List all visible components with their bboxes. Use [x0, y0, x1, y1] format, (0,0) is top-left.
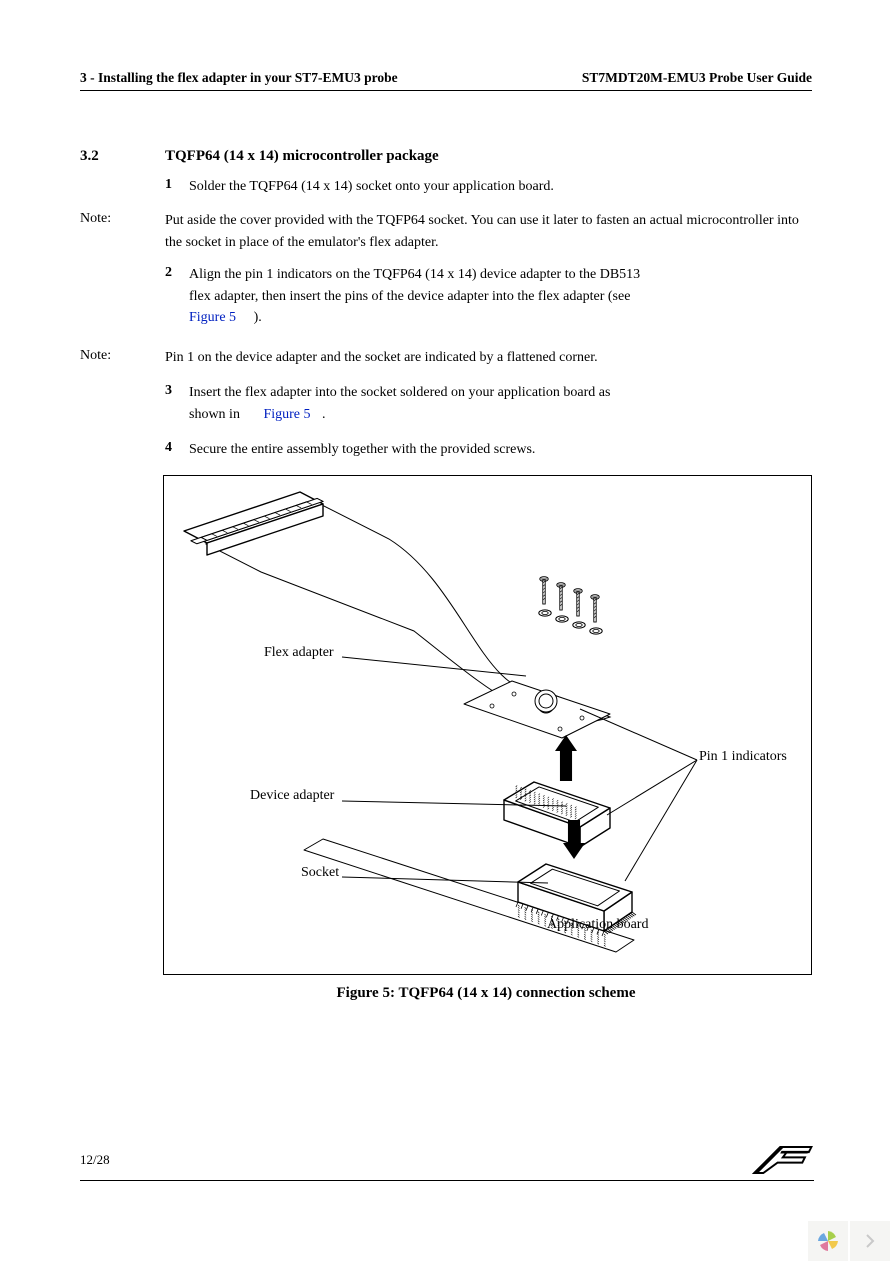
fig-label-socket: Socket [301, 866, 339, 880]
viewer-logo-button[interactable] [808, 1221, 848, 1261]
section-title: TQFP64 (14 x 14) microcontroller package [165, 148, 439, 165]
step-2-text: Align the pin 1 indicators on the TQFP64… [189, 264, 812, 329]
figure-5-link[interactable]: Figure 5 [189, 310, 236, 325]
footer-rule [80, 1180, 814, 1181]
page-number: 12/28 [80, 1152, 110, 1168]
section-number: 3.2 [80, 148, 99, 165]
fig-label-flex: Flex adapter [264, 646, 334, 660]
page-header: 3 - Installing the flex adapter in your … [80, 70, 812, 91]
note-1-text: Put aside the cover provided with the TQ… [165, 210, 812, 253]
step-2-line2a: flex adapter, then insert the pins of th… [189, 289, 630, 304]
figure-5-box: Flex adapter Device adapter Socket Pin 1… [163, 475, 812, 975]
figure-5-svg [164, 476, 811, 974]
step-2-line2b: ). [254, 310, 262, 325]
step-3-num: 3 [165, 383, 172, 399]
step-1-text: Solder the TQFP64 (14 x 14) socket onto … [189, 176, 812, 198]
header-left: 3 - Installing the flex adapter in your … [80, 70, 398, 86]
figure-5-caption: Figure 5: TQFP64 (14 x 14) connection sc… [165, 985, 807, 1002]
fig-label-device: Device adapter [250, 789, 334, 803]
chevron-right-icon [862, 1233, 878, 1249]
step-4-text: Secure the entire assembly together with… [189, 439, 812, 461]
step-3-line2a: shown in [189, 407, 240, 422]
note-2-text: Pin 1 on the device adapter and the sock… [165, 347, 812, 369]
step-3-text: Insert the flex adapter into the socket … [189, 382, 812, 425]
pinwheel-icon [816, 1229, 840, 1253]
fig-label-pin1: Pin 1 indicators [699, 750, 787, 764]
viewer-next-button[interactable] [850, 1221, 890, 1261]
header-right: ST7MDT20M-EMU3 Probe User Guide [582, 70, 812, 86]
step-4-num: 4 [165, 440, 172, 456]
st-logo [749, 1141, 814, 1179]
note-2-label: Note: [80, 348, 111, 364]
step-3-line2b: . [322, 407, 326, 422]
step-2-num: 2 [165, 265, 172, 281]
step-3-line1: Insert the flex adapter into the socket … [189, 385, 610, 400]
step-1-num: 1 [165, 177, 172, 193]
figure-5-link-b[interactable]: Figure 5 [263, 407, 310, 422]
step-2-line1: Align the pin 1 indicators on the TQFP64… [189, 267, 640, 282]
fig-label-appboard: Application board [547, 918, 648, 932]
note-1-label: Note: [80, 211, 111, 227]
